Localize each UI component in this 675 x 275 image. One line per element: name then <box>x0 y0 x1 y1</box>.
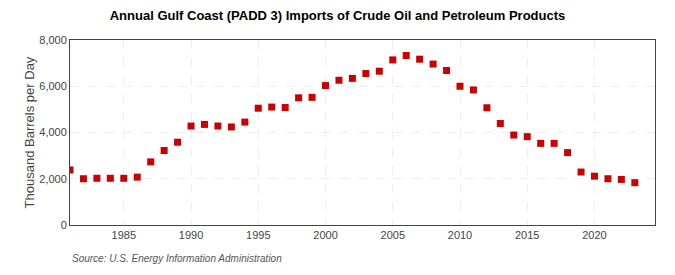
svg-text:6,000: 6,000 <box>39 80 67 92</box>
svg-text:4,000: 4,000 <box>39 126 67 138</box>
svg-text:2,000: 2,000 <box>39 173 67 185</box>
svg-text:0: 0 <box>61 219 67 231</box>
svg-text:1995: 1995 <box>246 229 270 241</box>
svg-text:1990: 1990 <box>179 229 203 241</box>
svg-text:2015: 2015 <box>515 229 539 241</box>
svg-text:2020: 2020 <box>582 229 606 241</box>
svg-text:2000: 2000 <box>313 229 337 241</box>
svg-text:Source: U.S. Energy Informatio: Source: U.S. Energy Information Administ… <box>72 253 282 264</box>
svg-text:2010: 2010 <box>448 229 472 241</box>
svg-text:Thousand Barrels per Day: Thousand Barrels per Day <box>22 56 37 208</box>
svg-text:Annual Gulf Coast (PADD 3) Imp: Annual Gulf Coast (PADD 3) Imports of Cr… <box>110 8 566 23</box>
svg-text:1985: 1985 <box>112 229 136 241</box>
svg-text:2005: 2005 <box>381 229 405 241</box>
svg-text:8,000: 8,000 <box>39 34 67 46</box>
